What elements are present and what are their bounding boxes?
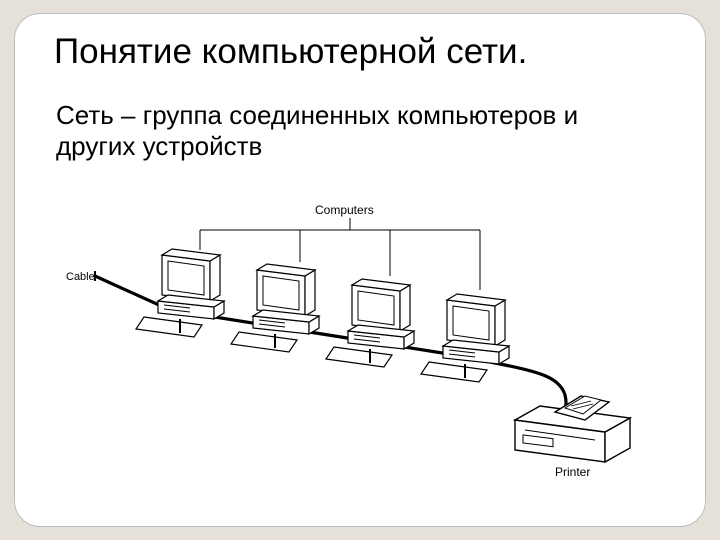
label-computers: Computers xyxy=(315,203,374,217)
network-diagram-svg: Cable Computers Printer xyxy=(60,200,645,490)
network-diagram: Cable Computers Printer xyxy=(60,200,645,490)
computer-icon xyxy=(231,264,319,352)
slide-background: Понятие компьютерной сети. Сеть – группа… xyxy=(0,0,720,540)
computer-icon xyxy=(326,279,414,367)
label-printer: Printer xyxy=(555,465,590,479)
label-cable: Cable xyxy=(66,271,95,283)
computer-icon xyxy=(136,249,224,337)
slide-title: Понятие компьютерной сети. xyxy=(54,32,674,72)
slide-body-text: Сеть – группа соединенных компьютеров и … xyxy=(56,100,646,162)
printer-icon xyxy=(515,396,630,462)
computer-icon xyxy=(421,294,509,382)
